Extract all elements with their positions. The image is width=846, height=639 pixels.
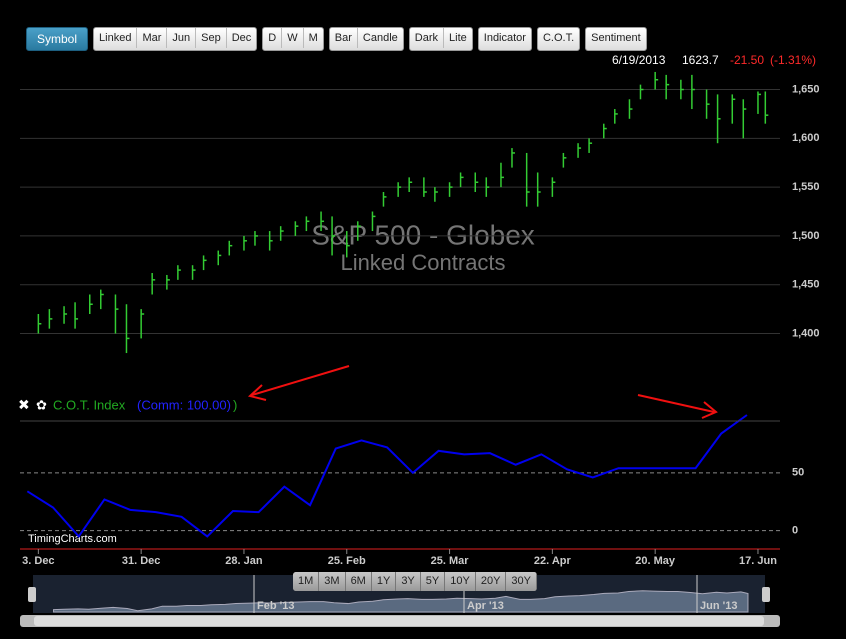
y-tick-label: 1,550 bbox=[792, 181, 820, 193]
range-button[interactable]: 3M bbox=[319, 572, 346, 591]
range-button[interactable]: 30Y bbox=[506, 572, 537, 591]
navigator-label: Apr '13 bbox=[467, 600, 504, 612]
credit: TimingCharts.com bbox=[28, 533, 117, 545]
cot-line bbox=[26, 414, 748, 539]
toolbar-button[interactable]: Candle bbox=[362, 32, 398, 44]
x-tick-label: 17. Jun bbox=[739, 555, 777, 567]
toolbar-button[interactable]: Bar bbox=[330, 28, 358, 48]
toolbar-button[interactable]: M bbox=[308, 32, 318, 44]
toolbar: Symbol Linked Mar Jun Sep Dec D W M Bar Candle Dark… bbox=[26, 27, 647, 51]
quote-date: 6/19/2013 bbox=[612, 53, 666, 67]
range-selector: 1M 3M 6M 1Y 3Y 5Y 10Y 20Y 30Y bbox=[293, 572, 537, 591]
y-tick-label: 50 bbox=[792, 467, 804, 479]
y-tick-label: 1,400 bbox=[792, 327, 820, 339]
annotation-arrow bbox=[637, 394, 718, 419]
x-tick-label: 28. Jan bbox=[225, 555, 263, 567]
range-button[interactable]: 6M bbox=[345, 572, 372, 591]
navigator-handle[interactable] bbox=[762, 587, 770, 602]
button-group: Bar Candle bbox=[328, 27, 404, 51]
toolbar-button[interactable]: Symbol bbox=[37, 32, 78, 46]
button-group: Sentiment bbox=[585, 27, 647, 51]
button-group: Symbol bbox=[26, 27, 89, 51]
navigator-label: Jun '13 bbox=[700, 600, 737, 612]
navigator-handle[interactable] bbox=[28, 587, 36, 602]
x-tick-label: 25. Feb bbox=[328, 555, 366, 567]
quote-change: -21.50 bbox=[730, 53, 764, 67]
toolbar-button[interactable]: Lite bbox=[449, 32, 467, 44]
chart-subtitle: Linked Contracts bbox=[340, 250, 505, 275]
quote-last: 1623.7 bbox=[682, 53, 719, 67]
y-tick-label: 1,600 bbox=[792, 132, 820, 144]
range-button[interactable]: 3Y bbox=[396, 572, 421, 591]
range-button[interactable]: 1M bbox=[293, 572, 320, 591]
toolbar-button[interactable]: C.O.T. bbox=[542, 32, 575, 44]
close-icon[interactable]: ✖ bbox=[18, 397, 30, 413]
range-button[interactable]: 20Y bbox=[475, 572, 507, 591]
toolbar-button[interactable]: Dec bbox=[231, 32, 252, 44]
toolbar-button[interactable]: Sentiment bbox=[591, 32, 641, 44]
toolbar-button[interactable]: Mar bbox=[137, 28, 168, 48]
y-tick-label: 1,650 bbox=[792, 83, 820, 95]
navigator-area bbox=[53, 590, 749, 613]
x-tick-label: 22. Apr bbox=[534, 555, 572, 567]
toolbar-button[interactable]: Dark bbox=[410, 28, 445, 48]
range-button[interactable]: 1Y bbox=[371, 572, 397, 591]
toolbar-button[interactable]: D bbox=[263, 28, 283, 48]
toolbar-button[interactable]: Linked bbox=[94, 28, 138, 48]
scrollbar-thumb[interactable] bbox=[34, 616, 764, 626]
y-tick-label: 1,450 bbox=[792, 279, 820, 291]
x-tick-label: 20. May bbox=[635, 555, 676, 567]
annotation-arrow bbox=[247, 365, 350, 401]
indicator-legend: (Comm: 100.00) bbox=[137, 397, 231, 412]
toolbar-button[interactable]: W bbox=[282, 28, 304, 48]
toolbar-button[interactable]: Sep bbox=[196, 28, 227, 48]
chart-title: S&P 500 - Globex bbox=[311, 219, 535, 250]
y-tick-label: 1,500 bbox=[792, 230, 820, 242]
legend-paren: ) bbox=[233, 397, 237, 412]
range-button[interactable]: 10Y bbox=[445, 572, 476, 591]
button-group: C.O.T. bbox=[536, 27, 581, 51]
range-button[interactable]: 5Y bbox=[420, 572, 446, 591]
x-tick-label: 31. Dec bbox=[122, 555, 161, 567]
button-group: Linked Mar Jun Sep Dec bbox=[93, 27, 258, 51]
quote-change-pct: (-1.31%) bbox=[770, 53, 816, 67]
button-group: Indicator bbox=[477, 27, 532, 51]
x-tick-label: 3. Dec bbox=[22, 555, 54, 567]
toolbar-button[interactable]: Jun bbox=[167, 28, 197, 48]
toolbar-button[interactable]: Indicator bbox=[483, 32, 526, 44]
settings-icon[interactable]: ✿ bbox=[36, 397, 47, 412]
button-group: Dark Lite bbox=[408, 27, 473, 51]
indicator-title: C.O.T. Index bbox=[53, 397, 126, 412]
navigator-label: Feb '13 bbox=[257, 600, 294, 612]
x-tick-label: 25. Mar bbox=[431, 555, 470, 567]
y-tick-label: 0 bbox=[792, 525, 798, 537]
